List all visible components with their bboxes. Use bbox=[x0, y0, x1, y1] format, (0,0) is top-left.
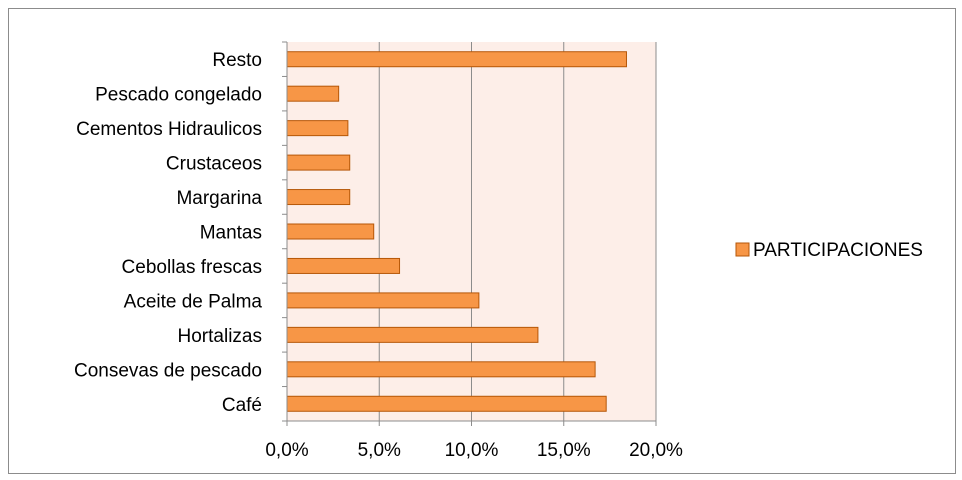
x-tick-label: 10,0% bbox=[445, 440, 499, 461]
axes bbox=[282, 41, 657, 426]
bar-resto bbox=[286, 51, 627, 68]
bar-cebollas-frescas bbox=[286, 257, 401, 274]
category-label: Cebollas frescas bbox=[122, 257, 262, 278]
bar-hortalizas bbox=[286, 326, 539, 343]
category-label: Aceite de Palma bbox=[124, 291, 263, 312]
category-label: Pescado congelado bbox=[95, 85, 262, 106]
bar-caf- bbox=[286, 395, 607, 412]
x-tick-label: 15,0% bbox=[537, 440, 591, 461]
bar-crustaceos bbox=[286, 154, 351, 171]
x-tick-label: 20,0% bbox=[629, 440, 683, 461]
category-label: Consevas de pescado bbox=[74, 360, 262, 381]
category-label: Café bbox=[222, 395, 262, 416]
x-tick-label: 5,0% bbox=[358, 440, 401, 461]
bar-mantas bbox=[286, 223, 375, 240]
bar-cementos-hidraulicos bbox=[286, 120, 349, 137]
category-label: Mantas bbox=[200, 223, 262, 244]
bar-pescado-congelado bbox=[286, 85, 340, 102]
gridlines bbox=[378, 42, 657, 421]
bar-margarina bbox=[286, 189, 351, 206]
bars bbox=[286, 51, 627, 412]
bar-consevas-de-pescado bbox=[286, 361, 596, 378]
category-label: Hortalizas bbox=[178, 326, 262, 347]
legend: PARTICIPACIONES bbox=[735, 240, 923, 261]
bar-aceite-de-palma bbox=[286, 292, 480, 309]
category-label: Crustaceos bbox=[166, 154, 262, 175]
category-label: Cementos Hidraulicos bbox=[76, 119, 262, 140]
legend-label: PARTICIPACIONES bbox=[753, 240, 923, 261]
category-labels: Resto Pescado congelado Cementos Hidraulic… bbox=[74, 50, 262, 416]
category-label: Resto bbox=[212, 50, 262, 71]
category-label: Margarina bbox=[176, 188, 262, 209]
legend-swatch bbox=[735, 242, 750, 257]
x-tick-label: 0,0% bbox=[265, 440, 308, 461]
x-tick-labels: 0,0% 5,0% 10,0% 15,0% 20,0% bbox=[265, 440, 683, 461]
